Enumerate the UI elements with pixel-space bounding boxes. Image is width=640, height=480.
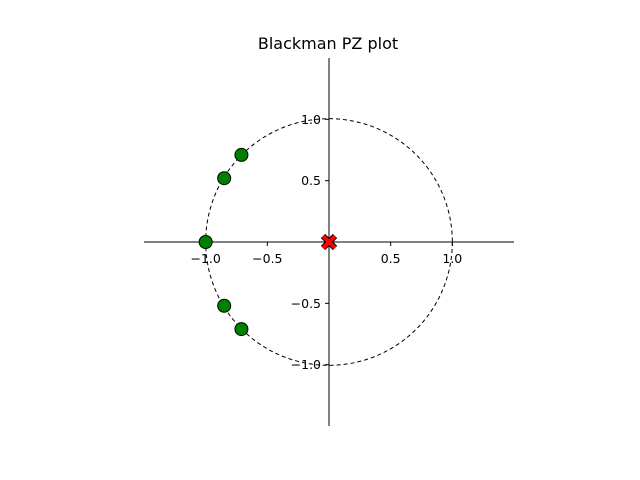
pole-marker: [320, 233, 338, 251]
chart-title: Blackman PZ plot: [258, 34, 398, 53]
y-tick-label: 0.5: [301, 173, 321, 188]
pole-marker-fill: [321, 234, 337, 250]
zero-marker: [217, 171, 232, 186]
x-ticks: −1.0 −0.5 0.5 1.0: [190, 242, 462, 266]
y-tick-label: 1.0: [301, 112, 321, 127]
zero-marker: [198, 235, 213, 249]
zero-marker: [217, 298, 232, 313]
zeros-series: [198, 147, 249, 337]
x-tick-label: 0.5: [381, 251, 401, 266]
x-tick-label: −1.0: [190, 251, 220, 266]
x-tick-label: 1.0: [442, 251, 462, 266]
y-ticks: 1.0 0.5 −0.5 −1.0: [291, 112, 329, 372]
y-tick-label: −0.5: [291, 296, 321, 311]
zero-marker: [234, 147, 249, 162]
poles-series: [320, 233, 338, 251]
y-tick-label: −1.0: [291, 357, 321, 372]
zero-marker: [234, 322, 249, 337]
x-tick-label: −0.5: [252, 251, 282, 266]
